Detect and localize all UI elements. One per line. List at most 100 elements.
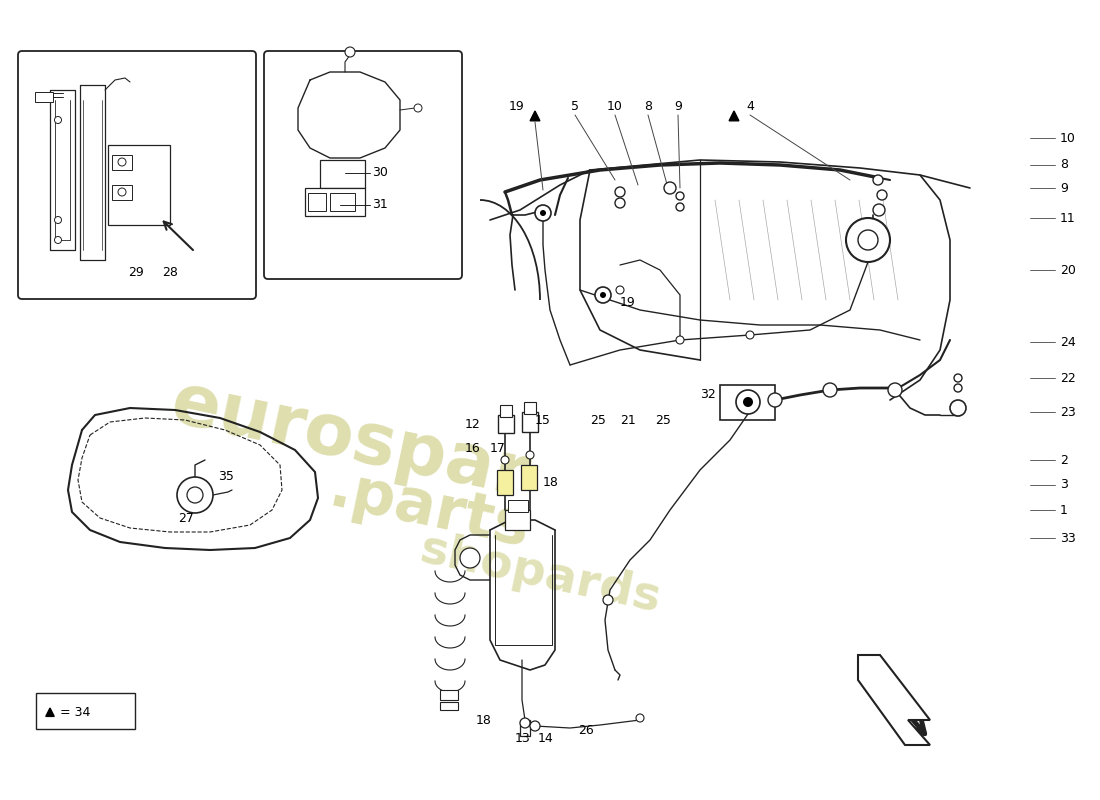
Circle shape: [858, 230, 878, 250]
Circle shape: [460, 548, 480, 568]
Polygon shape: [858, 655, 930, 745]
FancyBboxPatch shape: [18, 51, 256, 299]
Circle shape: [877, 190, 887, 200]
Bar: [521, 465, 537, 490]
Bar: [508, 500, 528, 512]
Text: 3: 3: [1060, 478, 1068, 491]
Circle shape: [954, 384, 962, 392]
FancyBboxPatch shape: [36, 693, 135, 729]
Circle shape: [615, 198, 625, 208]
Text: 10: 10: [1060, 131, 1076, 145]
Text: 28: 28: [162, 266, 178, 278]
Text: 5: 5: [571, 101, 579, 114]
Text: eurospar: eurospar: [164, 368, 536, 512]
Text: 33: 33: [1060, 531, 1076, 545]
Text: 17: 17: [490, 442, 506, 454]
Bar: [35, 92, 53, 102]
Bar: [720, 385, 775, 420]
Text: 20: 20: [1060, 263, 1076, 277]
Circle shape: [636, 714, 644, 722]
Circle shape: [823, 383, 837, 397]
Circle shape: [500, 456, 509, 464]
Text: 19: 19: [620, 295, 636, 309]
Text: 31: 31: [372, 198, 387, 211]
Text: 32: 32: [700, 389, 716, 402]
Circle shape: [954, 374, 962, 382]
Text: 11: 11: [1060, 211, 1076, 225]
Circle shape: [664, 182, 676, 194]
Polygon shape: [46, 708, 54, 717]
Text: shopards: shopards: [415, 527, 664, 622]
Circle shape: [616, 286, 624, 294]
Text: .parts: .parts: [324, 460, 536, 560]
Bar: [505, 510, 530, 530]
Text: 29: 29: [128, 266, 144, 278]
Circle shape: [540, 210, 546, 216]
Bar: [520, 720, 530, 736]
Bar: [498, 415, 514, 433]
Bar: [330, 193, 355, 211]
Circle shape: [55, 237, 62, 243]
Circle shape: [600, 292, 606, 298]
Circle shape: [676, 336, 684, 344]
Bar: [524, 402, 536, 414]
Circle shape: [950, 400, 966, 416]
Circle shape: [742, 397, 754, 407]
Bar: [305, 188, 365, 216]
Text: 18: 18: [476, 714, 492, 726]
Text: 1: 1: [1060, 503, 1068, 517]
Text: 15: 15: [535, 414, 551, 426]
Circle shape: [530, 721, 540, 731]
Circle shape: [187, 487, 204, 503]
Circle shape: [55, 117, 62, 123]
Text: 25: 25: [654, 414, 671, 426]
Circle shape: [615, 187, 625, 197]
Bar: [112, 155, 132, 170]
Text: 8: 8: [644, 101, 652, 114]
Circle shape: [520, 718, 530, 728]
Text: 23: 23: [1060, 406, 1076, 418]
Circle shape: [873, 175, 883, 185]
Circle shape: [118, 158, 127, 166]
Text: 25: 25: [590, 414, 606, 426]
Circle shape: [746, 331, 754, 339]
FancyBboxPatch shape: [264, 51, 462, 279]
Circle shape: [676, 192, 684, 200]
Text: 14: 14: [538, 731, 553, 745]
Bar: [112, 185, 132, 200]
Text: 12: 12: [464, 418, 480, 430]
Text: 4: 4: [746, 101, 754, 114]
Circle shape: [873, 204, 886, 216]
Circle shape: [768, 393, 782, 407]
Circle shape: [595, 287, 610, 303]
Bar: [500, 405, 512, 417]
Text: 27: 27: [178, 511, 194, 525]
Circle shape: [177, 477, 213, 513]
Text: 8: 8: [1060, 158, 1068, 171]
Text: 9: 9: [674, 101, 682, 114]
Text: 2: 2: [1060, 454, 1068, 466]
Bar: [497, 470, 513, 495]
Circle shape: [535, 205, 551, 221]
Text: 18: 18: [543, 477, 559, 490]
Text: 9: 9: [1060, 182, 1068, 194]
Circle shape: [118, 188, 127, 196]
Text: 22: 22: [1060, 371, 1076, 385]
Text: 10: 10: [607, 101, 623, 114]
Text: 26: 26: [578, 723, 594, 737]
Text: 30: 30: [372, 166, 388, 179]
Bar: [440, 702, 458, 710]
Bar: [308, 193, 326, 211]
Circle shape: [888, 383, 902, 397]
Circle shape: [603, 595, 613, 605]
Text: 16: 16: [464, 442, 480, 454]
Bar: [522, 412, 538, 432]
Circle shape: [345, 47, 355, 57]
Circle shape: [526, 451, 534, 459]
Text: 35: 35: [218, 470, 234, 482]
Circle shape: [676, 203, 684, 211]
Text: 13: 13: [515, 731, 530, 745]
Polygon shape: [729, 111, 739, 121]
Text: = 34: = 34: [60, 706, 90, 719]
Text: 24: 24: [1060, 335, 1076, 349]
